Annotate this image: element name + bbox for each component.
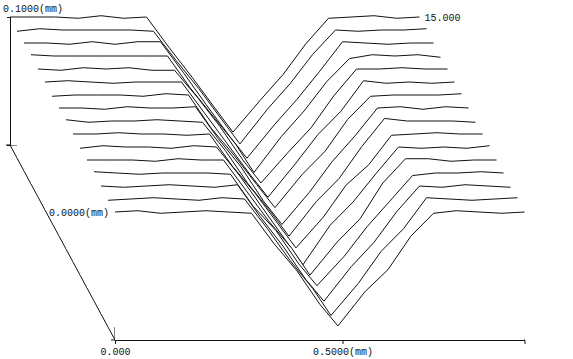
x-tick-label: 0.000: [100, 347, 130, 358]
z-tick-label: 0.1000(mm): [3, 4, 63, 15]
x-axis: 0.000 0.5000(mm): [100, 340, 525, 358]
x-tick: 0.5000(mm): [313, 340, 373, 358]
z-tick: 0.1000(mm): [3, 4, 63, 18]
y-tick-mark: [111, 340, 115, 341]
profile-fill: [115, 211, 525, 340]
surface: [10, 16, 525, 340]
x-axis-line: [116, 341, 526, 345]
y-tick-label: 15.000: [425, 13, 461, 24]
z-axis: 0.1000(mm): [3, 4, 63, 146]
x-tick-mark: [115, 340, 116, 344]
y-axis: 0.0000(mm) 15.000: [6, 13, 461, 340]
x-tick-mark: [343, 340, 344, 344]
chart: 0.000 0.5000(mm) 0.1000(mm) 0.0000(mm) 15.00…: [0, 0, 573, 359]
x-tick: 0.000: [100, 340, 130, 358]
y-tick-mark: [6, 145, 10, 146]
profile-line: [115, 211, 525, 326]
z-axis-line: [7, 18, 11, 146]
x-tick-label: 0.5000(mm): [313, 347, 373, 358]
y-tick-label: 0.0000(mm): [49, 208, 109, 219]
z-tick-mark: [7, 17, 10, 18]
